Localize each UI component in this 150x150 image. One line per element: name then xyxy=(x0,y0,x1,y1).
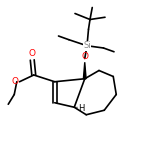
Text: O: O xyxy=(12,77,19,86)
Text: O: O xyxy=(82,52,89,61)
Polygon shape xyxy=(83,62,86,79)
Text: O: O xyxy=(29,50,36,58)
Text: H: H xyxy=(78,104,84,113)
Text: Si: Si xyxy=(83,41,91,50)
